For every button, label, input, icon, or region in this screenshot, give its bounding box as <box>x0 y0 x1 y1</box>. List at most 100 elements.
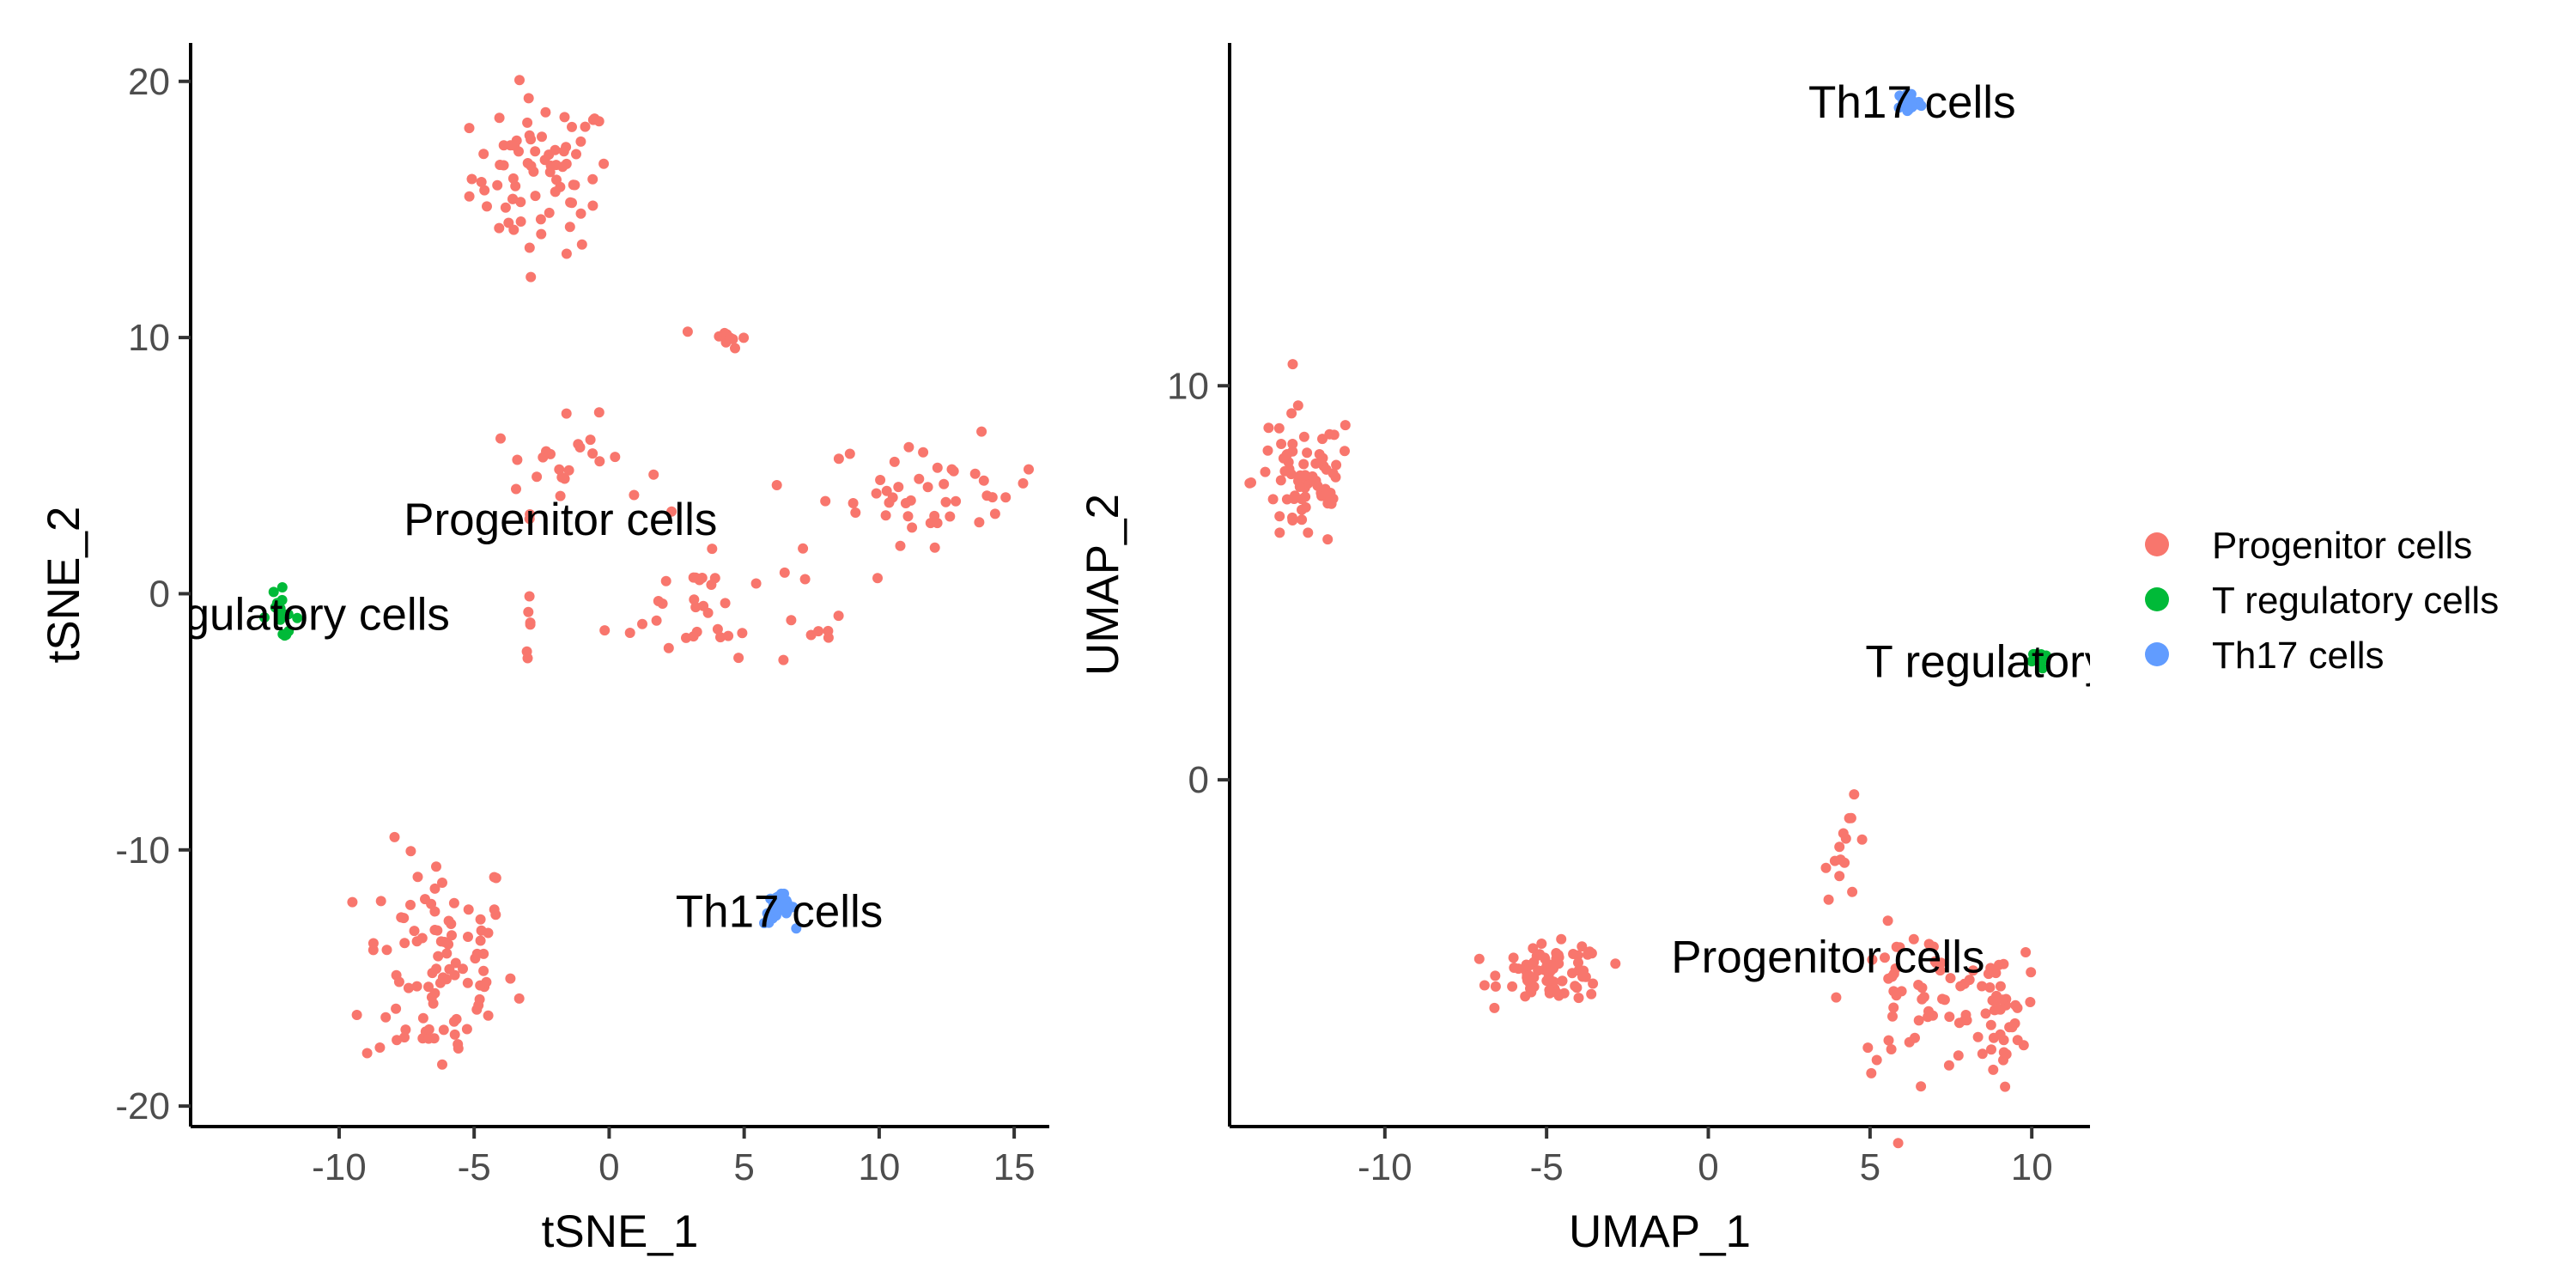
umap-point-progenitor-cells <box>1866 1067 1877 1078</box>
tsne-point-progenitor-cells <box>405 899 416 910</box>
legend-item-th17: Th17 cells <box>2145 635 2385 677</box>
umap-y-axis-title: UMAP_2 <box>1078 494 1128 676</box>
umap-point-progenitor-cells <box>1287 439 1298 449</box>
tsne-point-progenitor-cells <box>423 1024 434 1035</box>
tsne-point-progenitor-cells <box>524 591 535 602</box>
tsne-point-t-regulatory-cells <box>276 594 288 605</box>
tsne-point-progenitor-cells <box>522 117 533 128</box>
tsne-point-progenitor-cells <box>884 497 895 508</box>
tsne-point-progenitor-cells <box>483 927 494 939</box>
tsne-point-progenitor-cells <box>929 542 940 553</box>
tsne-point-progenitor-cells <box>380 1012 392 1023</box>
tsne-point-progenitor-cells <box>515 197 526 208</box>
umap-point-progenitor-cells <box>1571 982 1583 993</box>
tsne-point-progenitor-cells <box>478 149 489 160</box>
tsne-point-progenitor-cells <box>575 208 586 219</box>
umap-y-tick-label: 0 <box>1188 759 1209 801</box>
tsne-point-progenitor-cells <box>405 846 416 857</box>
tsne-point-progenitor-cells <box>417 1012 428 1024</box>
umap-point-progenitor-cells <box>2000 1081 2011 1092</box>
umap-point-progenitor-cells <box>1568 949 1579 959</box>
tsne-x-tick-label: 15 <box>993 1146 1036 1188</box>
umap-point-progenitor-cells <box>1838 828 1849 839</box>
tsne-point-progenitor-cells <box>730 343 740 354</box>
tsne-y-ticks: -20 -10 0 10 20 <box>115 61 191 1127</box>
tsne-point-t-regulatory-cells <box>279 630 290 641</box>
umap-point-progenitor-cells <box>1479 980 1490 991</box>
umap-point-progenitor-cells <box>1292 400 1303 411</box>
umap-point-th17-cells <box>1893 102 1905 113</box>
tsne-point-progenitor-cells <box>820 495 831 507</box>
tsne-point-progenitor-cells <box>589 113 600 125</box>
umap-point-progenitor-cells <box>1847 886 1858 897</box>
umap-point-progenitor-cells <box>1297 514 1308 526</box>
tsne-point-progenitor-cells <box>750 578 762 589</box>
tsne-point-progenitor-cells <box>567 121 577 132</box>
tsne-point-progenitor-cells <box>564 222 575 233</box>
umap-point-progenitor-cells <box>1300 501 1311 513</box>
tsne-point-progenitor-cells <box>526 271 537 283</box>
umap-point-progenitor-cells <box>1548 961 1559 972</box>
tsne-y-tick-label: -10 <box>115 829 170 872</box>
tsne-point-progenitor-cells <box>951 495 962 507</box>
umap-point-progenitor-cells <box>1328 429 1340 440</box>
tsne-point-progenitor-cells <box>918 447 929 458</box>
umap-point-progenitor-cells <box>2020 947 2032 957</box>
umap-point-progenitor-cells <box>1917 982 1928 993</box>
tsne-point-progenitor-cells <box>871 488 882 499</box>
umap-point-progenitor-cells <box>1321 464 1332 475</box>
umap-point-progenitor-cells <box>1490 970 1501 981</box>
umap-point-progenitor-cells <box>1244 477 1255 489</box>
umap-point-progenitor-cells <box>1945 973 1956 984</box>
umap-point-progenitor-cells <box>1340 420 1351 431</box>
umap-point-progenitor-cells <box>1274 527 1285 538</box>
tsne-point-progenitor-cells <box>889 456 900 467</box>
umap-point-progenitor-cells <box>1972 1031 1984 1042</box>
tsne-points <box>259 75 1034 1070</box>
tsne-point-progenitor-cells <box>544 149 555 161</box>
tsne-point-progenitor-cells <box>489 872 500 883</box>
umap-point-progenitor-cells <box>1943 1060 1954 1071</box>
tsne-point-t-regulatory-cells <box>292 612 303 623</box>
tsne-point-progenitor-cells <box>969 468 981 479</box>
tsne-point-progenitor-cells <box>523 606 534 617</box>
tsne-cluster-label-progenitor-cells: Progenitor cells <box>404 495 717 545</box>
umap-point-t-regulatory-cells <box>2037 663 2048 674</box>
tsne-point-progenitor-cells <box>833 611 844 622</box>
tsne-point-progenitor-cells <box>471 1004 483 1015</box>
tsne-point-progenitor-cells <box>515 216 526 227</box>
umap-point-progenitor-cells <box>1556 933 1567 945</box>
tsne-point-progenitor-cells <box>399 938 410 949</box>
umap-point-progenitor-cells <box>1300 470 1310 481</box>
tsne-point-progenitor-cells <box>648 469 659 480</box>
tsne-point-progenitor-cells <box>540 106 551 118</box>
umap-point-progenitor-cells <box>1582 949 1593 960</box>
tsne-point-progenitor-cells <box>561 158 572 169</box>
umap-point-progenitor-cells <box>1276 439 1287 449</box>
tsne-point-progenitor-cells <box>559 473 570 484</box>
tsne-point-t-regulatory-cells <box>275 614 286 625</box>
umap-point-progenitor-cells <box>1544 985 1555 995</box>
umap-point-progenitor-cells <box>1310 458 1321 469</box>
tsne-y-tick-label: 20 <box>128 61 170 103</box>
tsne-point-progenitor-cells <box>495 433 506 444</box>
umap-point-progenitor-cells <box>1834 871 1845 882</box>
tsne-point-t-regulatory-cells <box>268 586 279 598</box>
tsne-point-th17-cells <box>762 908 773 919</box>
tsne-point-progenitor-cells <box>494 112 505 124</box>
umap-point-progenitor-cells <box>1867 954 1878 965</box>
tsne-point-progenitor-cells <box>426 898 437 909</box>
umap-point-progenitor-cells <box>1490 981 1501 992</box>
tsne-point-progenitor-cells <box>580 121 591 132</box>
umap-point-progenitor-cells <box>1586 988 1597 999</box>
umap-point-progenitor-cells <box>1551 948 1562 958</box>
umap-point-progenitor-cells <box>1278 453 1289 464</box>
umap-x-tick-label: -5 <box>1530 1146 1564 1188</box>
tsne-point-progenitor-cells <box>492 179 503 191</box>
tsne-y-tick-label: -20 <box>115 1085 170 1127</box>
tsne-point-progenitor-cells <box>530 146 541 157</box>
tsne-point-progenitor-cells <box>532 471 543 483</box>
tsne-point-progenitor-cells <box>438 1024 449 1036</box>
tsne-point-progenitor-cells <box>978 475 989 486</box>
umap-point-progenitor-cells <box>2025 997 2036 1007</box>
